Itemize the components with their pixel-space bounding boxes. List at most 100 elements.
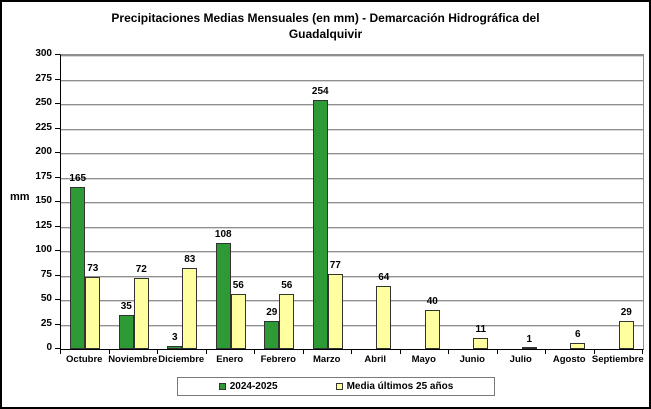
- gridline-75: [61, 275, 643, 277]
- y-axis-tick: [55, 176, 60, 178]
- gridline-25: [61, 324, 643, 326]
- y-axis-tick-label: 150: [35, 195, 52, 206]
- legend-swatch-icon: [335, 383, 343, 390]
- legend-label: 2024-2025: [229, 381, 278, 392]
- legend-item-Media últimos 25 años: Media últimos 25 años: [335, 381, 454, 392]
- gridline-175: [61, 177, 643, 179]
- bar-Media últimos 25 años-Septiembre: [618, 321, 634, 349]
- x-axis-tick: [400, 349, 401, 354]
- bar-Media últimos 25 años-Febrero: [279, 294, 295, 349]
- y-axis-tick-label: 125: [35, 219, 52, 231]
- y-axis-tick: [55, 225, 60, 227]
- x-axis-tick: [206, 349, 207, 354]
- bar-Media últimos 25 años-Enero: [230, 294, 246, 349]
- gridline-200: [61, 153, 643, 154]
- bar-value-label: 35: [120, 301, 132, 312]
- bar-2024-2025-Diciembre: [167, 346, 183, 349]
- bar-value-label: 3: [171, 332, 178, 343]
- gridline-50: [61, 300, 643, 301]
- y-axis-tick: [55, 274, 60, 276]
- y-axis-tick-label: 100: [35, 244, 52, 255]
- bar-value-label: 108: [214, 229, 232, 240]
- y-axis-tick-label: 50: [40, 293, 52, 304]
- bar-2024-2025-Marzo: [312, 100, 328, 349]
- bar-Media últimos 25 años-Abril: [376, 286, 392, 349]
- x-axis-tick: [545, 349, 546, 354]
- gridline-150: [61, 202, 643, 203]
- y-axis-tick: [55, 348, 60, 349]
- y-axis-title: mm: [10, 191, 30, 203]
- x-axis-label-julio: Julio: [509, 354, 532, 365]
- y-axis-tick: [55, 201, 60, 202]
- gridline-250: [61, 104, 643, 105]
- y-axis-tick-label: 75: [40, 268, 52, 280]
- plot-area: 165 73 35 72 3 83 108 56 29 56 254 77 64 40 11 1 6 29: [60, 54, 644, 350]
- legend-item-2024-2025: 2024-2025: [218, 381, 278, 392]
- bar-Media últimos 25 años-Octubre: [85, 277, 101, 349]
- y-axis-tick-label: 0: [46, 342, 52, 353]
- x-axis-tick: [109, 349, 110, 354]
- bar-value-label: 72: [135, 264, 147, 275]
- x-axis-tick: [497, 349, 498, 354]
- x-axis-label-marzo: Marzo: [313, 354, 341, 365]
- bar-value-label: 56: [281, 280, 293, 291]
- bar-value-label: 40: [426, 296, 438, 307]
- bar-value-label: 1: [526, 334, 533, 345]
- y-axis-tick-label: 25: [40, 317, 52, 329]
- y-axis-tick-label: 275: [35, 72, 52, 84]
- y-axis-tick-label: 225: [35, 121, 52, 133]
- bar-Media últimos 25 años-Julio: [521, 347, 537, 349]
- chart-title: Precipitaciones Medias Mensuales (en mm)…: [111, 11, 540, 41]
- y-axis-tick: [55, 323, 60, 325]
- bar-2024-2025-Noviembre: [118, 315, 134, 349]
- x-axis-label-septiembre: Septiembre: [591, 354, 644, 365]
- y-axis-tick: [55, 103, 60, 104]
- y-axis-tick-label: 300: [35, 48, 52, 59]
- bar-Media últimos 25 años-Marzo: [327, 274, 343, 349]
- x-axis-label-agosto: Agosto: [552, 354, 586, 365]
- bar-value-label: 29: [620, 307, 632, 318]
- bar-value-label: 6: [574, 329, 581, 340]
- y-axis-tick: [55, 250, 60, 251]
- bar-Media últimos 25 años-Diciembre: [182, 268, 198, 349]
- y-axis-tick-label: 200: [35, 146, 52, 157]
- x-axis-label-octubre: Octubre: [66, 354, 103, 365]
- x-axis-tick: [448, 349, 449, 354]
- x-axis-label-mayo: Mayo: [411, 354, 436, 365]
- bar-2024-2025-Enero: [215, 243, 231, 349]
- y-axis-tick: [55, 299, 60, 300]
- y-axis-tick: [55, 127, 60, 129]
- x-axis-tick: [60, 349, 61, 354]
- bar-Media últimos 25 años-Agosto: [570, 343, 586, 349]
- y-axis-tick-label: 175: [35, 170, 52, 182]
- bar-2024-2025-Febrero: [264, 321, 280, 349]
- bar-Media últimos 25 años-Noviembre: [133, 278, 149, 349]
- legend-swatch-icon: [218, 383, 226, 390]
- x-axis-label-diciembre: Diciembre: [158, 354, 205, 365]
- gridline-300: [61, 55, 643, 56]
- bar-value-label: 73: [87, 263, 99, 274]
- y-axis-tick: [55, 78, 60, 80]
- bar-value-label: 29: [266, 307, 278, 318]
- bar-value-label: 83: [184, 254, 196, 265]
- gridline-275: [61, 79, 643, 81]
- bar-Media últimos 25 años-Mayo: [424, 310, 440, 349]
- x-axis-tick: [303, 349, 304, 354]
- x-axis-label-abril: Abril: [364, 354, 387, 365]
- legend: 2024-2025 Media últimos 25 años: [177, 377, 495, 396]
- x-axis-tick: [594, 349, 595, 354]
- bar-2024-2025-Octubre: [70, 187, 86, 349]
- bar-value-label: 77: [329, 260, 341, 271]
- gridline-125: [61, 226, 643, 228]
- bar-value-label: 254: [311, 86, 329, 97]
- x-axis-tick: [254, 349, 255, 354]
- bar-Media últimos 25 años-Junio: [473, 338, 489, 349]
- x-axis-label-enero: Enero: [216, 354, 244, 365]
- bar-value-label: 56: [232, 280, 244, 291]
- x-axis-tick: [351, 349, 352, 354]
- x-axis-tick: [157, 349, 158, 354]
- x-axis-label-noviembre: Noviembre: [108, 354, 158, 365]
- legend-label: Media últimos 25 años: [346, 381, 454, 392]
- gridline-225: [61, 128, 643, 130]
